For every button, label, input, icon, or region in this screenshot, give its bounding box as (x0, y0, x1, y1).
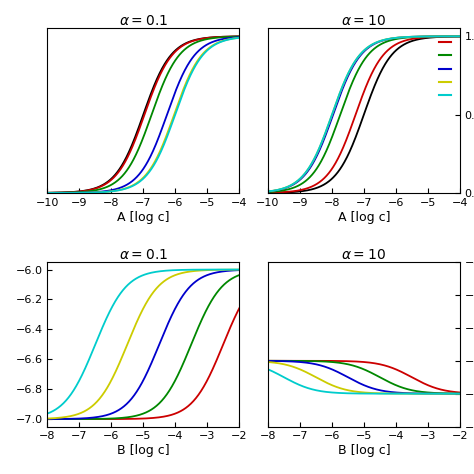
Title: $\alpha = 10$: $\alpha = 10$ (341, 14, 386, 28)
Title: $\alpha = 0.1$: $\alpha = 0.1$ (119, 248, 168, 262)
Title: $\alpha = 10$: $\alpha = 10$ (341, 248, 386, 262)
X-axis label: A [log c]: A [log c] (337, 210, 390, 224)
X-axis label: A [log c]: A [log c] (117, 210, 170, 224)
Legend: , , , , : , , , , (436, 33, 455, 105)
Title: $\alpha = 0.1$: $\alpha = 0.1$ (119, 14, 168, 28)
X-axis label: B [log c]: B [log c] (337, 444, 390, 457)
X-axis label: B [log c]: B [log c] (117, 444, 170, 457)
